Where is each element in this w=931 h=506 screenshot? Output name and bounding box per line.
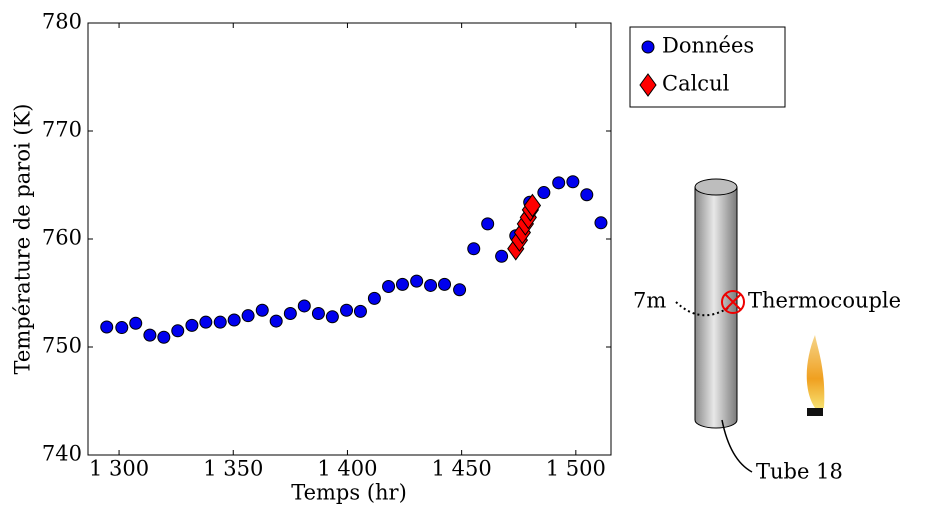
y-tick-label: 740: [42, 442, 82, 466]
y-tick-label: 770: [42, 118, 82, 142]
circle-marker: [537, 186, 551, 200]
tube-label: Tube 18: [756, 460, 843, 484]
circle-marker: [367, 291, 381, 305]
x-axis-label: Temps (hr): [291, 481, 407, 505]
thermocouple-cross: [724, 293, 742, 311]
circle-marker: [395, 277, 409, 291]
circle-marker: [199, 315, 213, 329]
circle-marker: [495, 249, 509, 263]
circle-marker: [641, 40, 655, 54]
circle-marker: [424, 278, 438, 292]
circle-marker: [353, 304, 367, 318]
y-tick-label: 750: [42, 334, 82, 358]
y-tick-label: 780: [42, 10, 82, 34]
circle-marker: [100, 320, 114, 334]
circle-marker: [467, 242, 481, 256]
circle-marker: [566, 175, 580, 189]
circle-marker: [325, 310, 339, 324]
legend-label: Données: [662, 34, 754, 58]
circle-marker: [213, 315, 227, 329]
plot-frame: [87, 22, 612, 456]
tube-body: [694, 186, 738, 429]
x-tick-label: 1 450: [432, 457, 492, 481]
legend: Données Calcul: [629, 26, 786, 108]
circle-marker: [580, 188, 594, 202]
tube-top: [694, 178, 738, 196]
circle-marker: [227, 313, 241, 327]
flame: [806, 335, 825, 408]
burner: [807, 408, 823, 416]
diamond-marker: [639, 73, 657, 97]
circle-marker: [382, 280, 396, 294]
x-tick-label: 1 300: [89, 457, 149, 481]
circle-marker: [594, 216, 608, 230]
y-tick-label: 760: [42, 226, 82, 250]
circle-marker: [115, 321, 129, 335]
x-tick-label: 1 400: [317, 457, 377, 481]
circle-marker: [481, 217, 495, 231]
x-tick-label: 1 500: [546, 457, 606, 481]
legend-box: [629, 26, 786, 108]
circle-marker: [143, 328, 157, 342]
depth-label: 7m: [633, 289, 666, 313]
circle-marker: [438, 277, 452, 291]
diamond-marker: [523, 193, 542, 218]
x-tick-label: 1 350: [203, 457, 263, 481]
circle-marker: [185, 318, 199, 332]
circle-marker: [255, 303, 269, 317]
thermocouple-icon: [721, 290, 745, 314]
circle-marker: [297, 299, 311, 313]
circle-marker: [171, 324, 185, 338]
circle-marker: [283, 307, 297, 321]
legend-label: Calcul: [662, 72, 730, 96]
y-axis-label: Température de paroi (K): [11, 104, 35, 375]
circle-marker: [241, 309, 255, 323]
circle-marker: [552, 176, 566, 190]
illustration: 7m Thermocouple Tube 18: [633, 178, 901, 484]
circle-marker: [269, 314, 283, 328]
thermocouple-label: Thermocouple: [748, 289, 901, 313]
circle-marker: [340, 303, 354, 317]
circle-marker: [311, 307, 325, 321]
circle-marker: [453, 283, 467, 297]
depth-marker: [675, 301, 729, 317]
tube-pointer: [721, 419, 753, 473]
circle-marker: [410, 274, 424, 288]
circle-marker: [129, 316, 143, 330]
circle-marker: [157, 330, 171, 344]
